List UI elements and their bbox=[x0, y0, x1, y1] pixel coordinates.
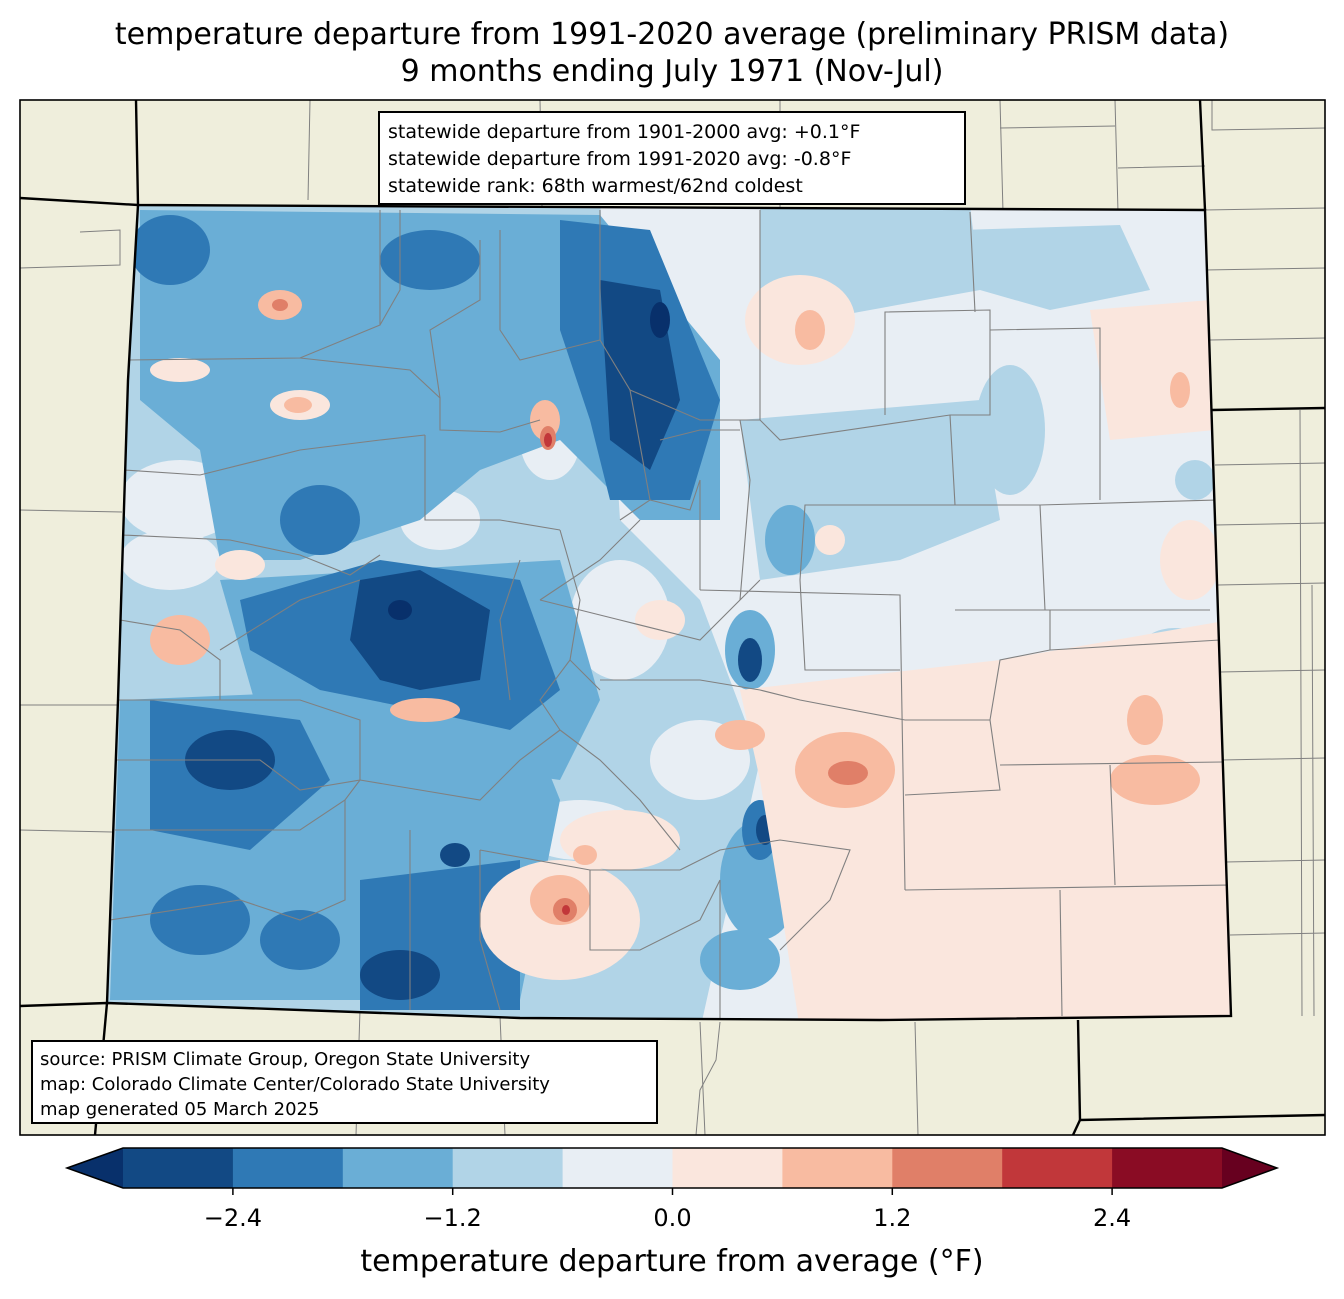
colorbar-tick-label: 0.0 bbox=[653, 1204, 692, 1232]
map-credit-line: map: Colorado Climate Center/Colorado St… bbox=[40, 1074, 550, 1095]
stat-departure-1901-2000: statewide departure from 1901-2000 avg: … bbox=[388, 121, 861, 143]
map-title-line-2: 9 months ending July 1971 (Nov-Jul) bbox=[400, 54, 944, 89]
state-borders bbox=[20, 100, 1325, 1135]
colorbar-under-arrow bbox=[67, 1148, 123, 1188]
map-title-line-1: temperature departure from 1991-2020 ave… bbox=[114, 17, 1230, 52]
stat-rank: statewide rank: 68th warmest/62nd coldes… bbox=[388, 175, 803, 197]
colorbar-bin bbox=[342, 1148, 454, 1188]
colorbar-over-arrow bbox=[1222, 1148, 1277, 1188]
colorbar-bin bbox=[452, 1148, 564, 1188]
county-lines bbox=[109, 210, 1231, 1020]
colorbar-bin bbox=[1112, 1148, 1223, 1188]
map-frame bbox=[19, 99, 1326, 1136]
colorbar-tick-label: −1.2 bbox=[423, 1204, 482, 1232]
colorbar-bin bbox=[672, 1148, 783, 1188]
colorbar-tick-label: −2.4 bbox=[203, 1204, 263, 1232]
stat-departure-1991-2020: statewide departure from 1991-2020 avg: … bbox=[388, 148, 852, 170]
colorbar-bin bbox=[232, 1148, 344, 1188]
temperature-field bbox=[107, 205, 1231, 1020]
colorbar-tick-label: 1.2 bbox=[873, 1204, 912, 1232]
colorbar-bin bbox=[1002, 1148, 1113, 1188]
colorbar-outline bbox=[64, 1147, 1280, 1189]
source-line: source: PRISM Climate Group, Oregon Stat… bbox=[40, 1049, 531, 1070]
colorbar-tick-label: 2.4 bbox=[1093, 1204, 1132, 1232]
colorbar-bin bbox=[123, 1148, 234, 1188]
statewide-stats-box: statewide departure from 1901-2000 avg: … bbox=[378, 111, 966, 205]
colorbar-bin bbox=[782, 1148, 893, 1188]
colorbar-bin bbox=[562, 1148, 673, 1188]
colorbar-bin bbox=[892, 1148, 1003, 1188]
colorbar-label: temperature departure from average (°F) bbox=[360, 1244, 984, 1279]
colorbar bbox=[64, 1147, 1280, 1195]
source-box: source: PRISM Climate Group, Oregon Stat… bbox=[31, 1040, 658, 1124]
generated-date-line: map generated 05 March 2025 bbox=[40, 1099, 320, 1120]
